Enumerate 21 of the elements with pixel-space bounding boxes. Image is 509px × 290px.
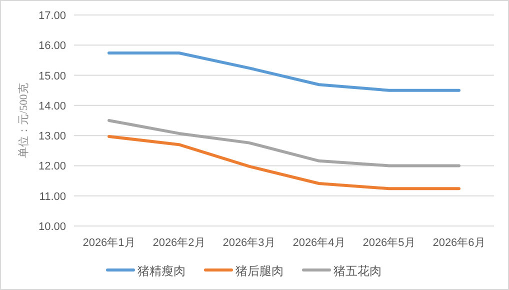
- y-tick-label: 15.00: [38, 70, 66, 82]
- x-tick-label: 2026年4月: [292, 237, 346, 249]
- y-tick-label: 16.00: [38, 40, 66, 52]
- y-tick-label: 11.00: [39, 190, 66, 203]
- y-tick-label: 10.00: [38, 221, 66, 233]
- legend-label: 猪精瘦肉: [138, 264, 186, 278]
- x-tick-label: 2026年2月: [152, 237, 206, 249]
- x-tick-label: 2026年6月: [432, 237, 486, 249]
- y-axis-title: 单位：元/500克: [17, 83, 30, 158]
- y-tick-label: 17.00: [38, 10, 66, 22]
- line-series: [108, 119, 460, 168]
- x-tick-label: 2026年5月: [362, 237, 416, 249]
- x-tick-label: 2026年1月: [82, 237, 136, 249]
- legend-label: 猪五花肉: [334, 264, 382, 278]
- legend-label: 猪后腿肉: [236, 264, 284, 278]
- y-tick-label: 13.00: [38, 130, 66, 143]
- x-tick-label: 2026年3月: [222, 237, 276, 249]
- line-series: [108, 134, 460, 190]
- y-tick-label: 14.00: [38, 100, 66, 112]
- y-tick-label: 12.00: [38, 160, 66, 173]
- line-series: [108, 51, 460, 92]
